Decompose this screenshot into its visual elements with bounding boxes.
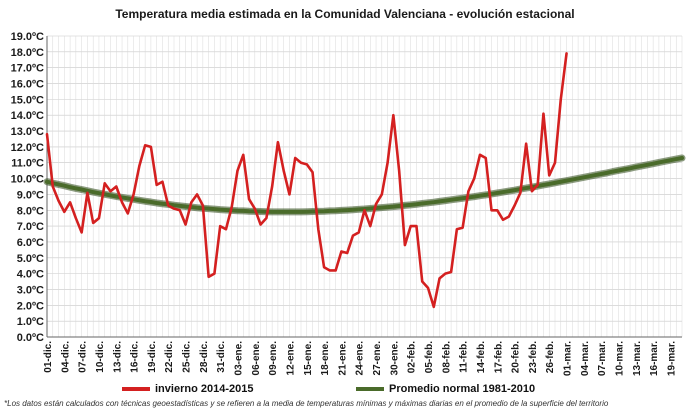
x-tick-label: 15-ene. [303,341,314,376]
x-tick-label: 19-mar. [666,341,677,376]
x-tick-label: 27-ene. [372,341,383,376]
x-tick-label: 28-dic. [199,341,210,373]
legend-swatch-promedio [356,387,384,392]
series-line-invierno [45,52,568,309]
y-tick-label: 1.0ºC [17,316,44,328]
y-tick-label: 9.0ºC [17,189,44,201]
x-tick-label: 22-dic. [164,341,175,373]
x-tick-label: 26-feb. [545,341,556,373]
series-lines [43,52,686,309]
y-tick-label: 19.0ºC [11,31,44,43]
x-tick-label: 13-dic. [112,341,123,373]
y-tick-label: 17.0ºC [11,63,44,75]
x-tick-label: 05-feb. [424,341,435,373]
y-tick-label: 6.0ºC [17,237,44,249]
x-tick-label: 08-feb. [441,341,452,373]
x-tick-label: 10-dic. [95,341,106,373]
legend-label-invierno: invierno 2014-2015 [155,383,254,395]
legend-item-promedio: Promedio normal 1981-2010 [356,383,535,395]
chart-title: Temperatura media estimada en la Comunid… [115,7,575,21]
grid [46,35,683,338]
y-tick-label: 13.0ºC [11,126,44,138]
x-tick-label: 20-feb. [511,341,522,373]
y-tick-label: 8.0ºC [17,205,44,217]
y-tick-label: 14.0ºC [11,110,44,122]
x-tick-label: 31-dic. [216,341,227,373]
x-tick-label: 01-dic. [43,341,54,373]
y-tick-label: 3.0ºC [17,284,44,296]
y-tick-label: 4.0ºC [17,269,44,281]
y-tick-label: 15.0ºC [11,94,44,106]
x-tick-label: 23-feb. [528,341,539,373]
y-axis: 0.0ºC 1.0ºC 2.0ºC 3.0ºC 4.0ºC 5.0ºC 6.0ºC 7.0ºC… [11,31,48,344]
y-tick-label: 11.0ºC [11,158,44,170]
x-tick-label: 19-dic. [147,341,158,373]
x-tick-label: 16-dic. [130,341,141,373]
x-tick-label: 25-dic. [182,341,193,373]
x-tick-label: 13-mar. [632,341,643,376]
x-tick-label: 07-dic. [78,341,89,373]
x-tick-label: 04-mar. [580,341,591,376]
y-tick-label: 10.0ºC [11,174,44,186]
legend-item-invierno: invierno 2014-2015 [122,383,253,395]
y-tick-label: 2.0ºC [17,300,44,312]
y-tick-label: 7.0ºC [17,221,44,233]
legend-swatch-invierno [122,387,150,392]
x-tick-label: 04-dic. [60,341,71,373]
y-tick-label: 5.0ºC [17,253,44,265]
x-tick-label: 24-ene. [355,341,366,376]
x-tick-label: 07-mar. [597,341,608,376]
x-tick-label: 12-ene. [285,341,296,376]
x-axis: 01-dic. 04-dic. 07-dic. 10-dic. 13-dic. 16-di… [43,336,682,376]
x-tick-label: 03-ene. [234,341,245,376]
x-tick-label: 01-mar. [563,341,574,376]
x-tick-label: 17-feb. [493,341,504,373]
legend-label-promedio: Promedio normal 1981-2010 [389,383,536,395]
x-tick-label: 16-mar. [649,341,660,376]
y-tick-label: 12.0ºC [11,142,44,154]
x-tick-label: 11-feb. [459,341,470,373]
x-tick-label: 06-ene. [251,341,262,376]
x-tick-label: 10-mar. [615,341,626,376]
x-tick-label: 30-ene. [389,341,400,376]
x-tick-label: 21-ene. [337,341,348,376]
footnote: *Los datos están calculados con técnicas… [4,399,609,408]
x-tick-label: 02-feb. [407,341,418,373]
y-tick-label: 0.0ºC [17,332,44,344]
y-tick-label: 16.0ºC [11,79,44,91]
y-tick-label: 18.0ºC [11,47,44,59]
x-tick-label: 09-ene. [268,341,279,376]
x-tick-label: 18-ene. [320,341,331,376]
x-tick-label: 14-feb. [476,341,487,373]
